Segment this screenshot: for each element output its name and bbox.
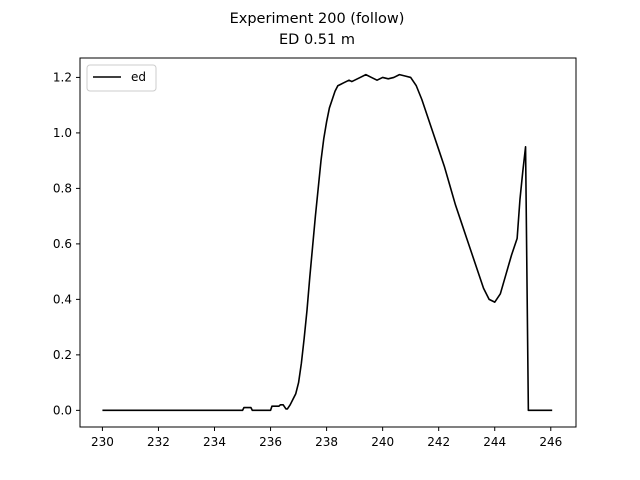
y-axis: 0.0 0.2 0.4 0.6 0.8 1.0 1.2 [53,70,80,417]
legend-box [86,64,157,92]
legend-label-ed: ed [131,70,146,84]
x-axis: 230 232 234 236 238 240 242 244 246 [91,427,562,449]
legend: ed [86,64,157,92]
series-line-ed [102,73,553,412]
y-tick-label: 0.8 [53,181,72,195]
y-tick-label: 0.6 [53,237,72,251]
x-tick-label: 246 [539,435,562,449]
x-tick-label: 230 [91,435,114,449]
chart-subtitle: ED 0.51 m [279,32,355,48]
y-tick-label: 1.2 [53,70,72,84]
x-tick-label: 240 [371,435,394,449]
y-tick-label: 0.2 [53,348,72,362]
x-tick-label: 232 [147,435,170,449]
x-tick-label: 234 [203,435,226,449]
x-tick-label: 244 [483,435,506,449]
y-tick-label: 1.0 [53,126,72,140]
y-tick-label: 0.0 [53,403,72,417]
chart-title: Experiment 200 (follow) [230,11,405,27]
x-tick-label: 238 [315,435,338,449]
y-tick-label: 0.4 [53,292,72,306]
x-tick-label: 236 [259,435,282,449]
x-tick-label: 242 [427,435,450,449]
series-layer [102,73,553,412]
plot-frame [79,57,577,428]
